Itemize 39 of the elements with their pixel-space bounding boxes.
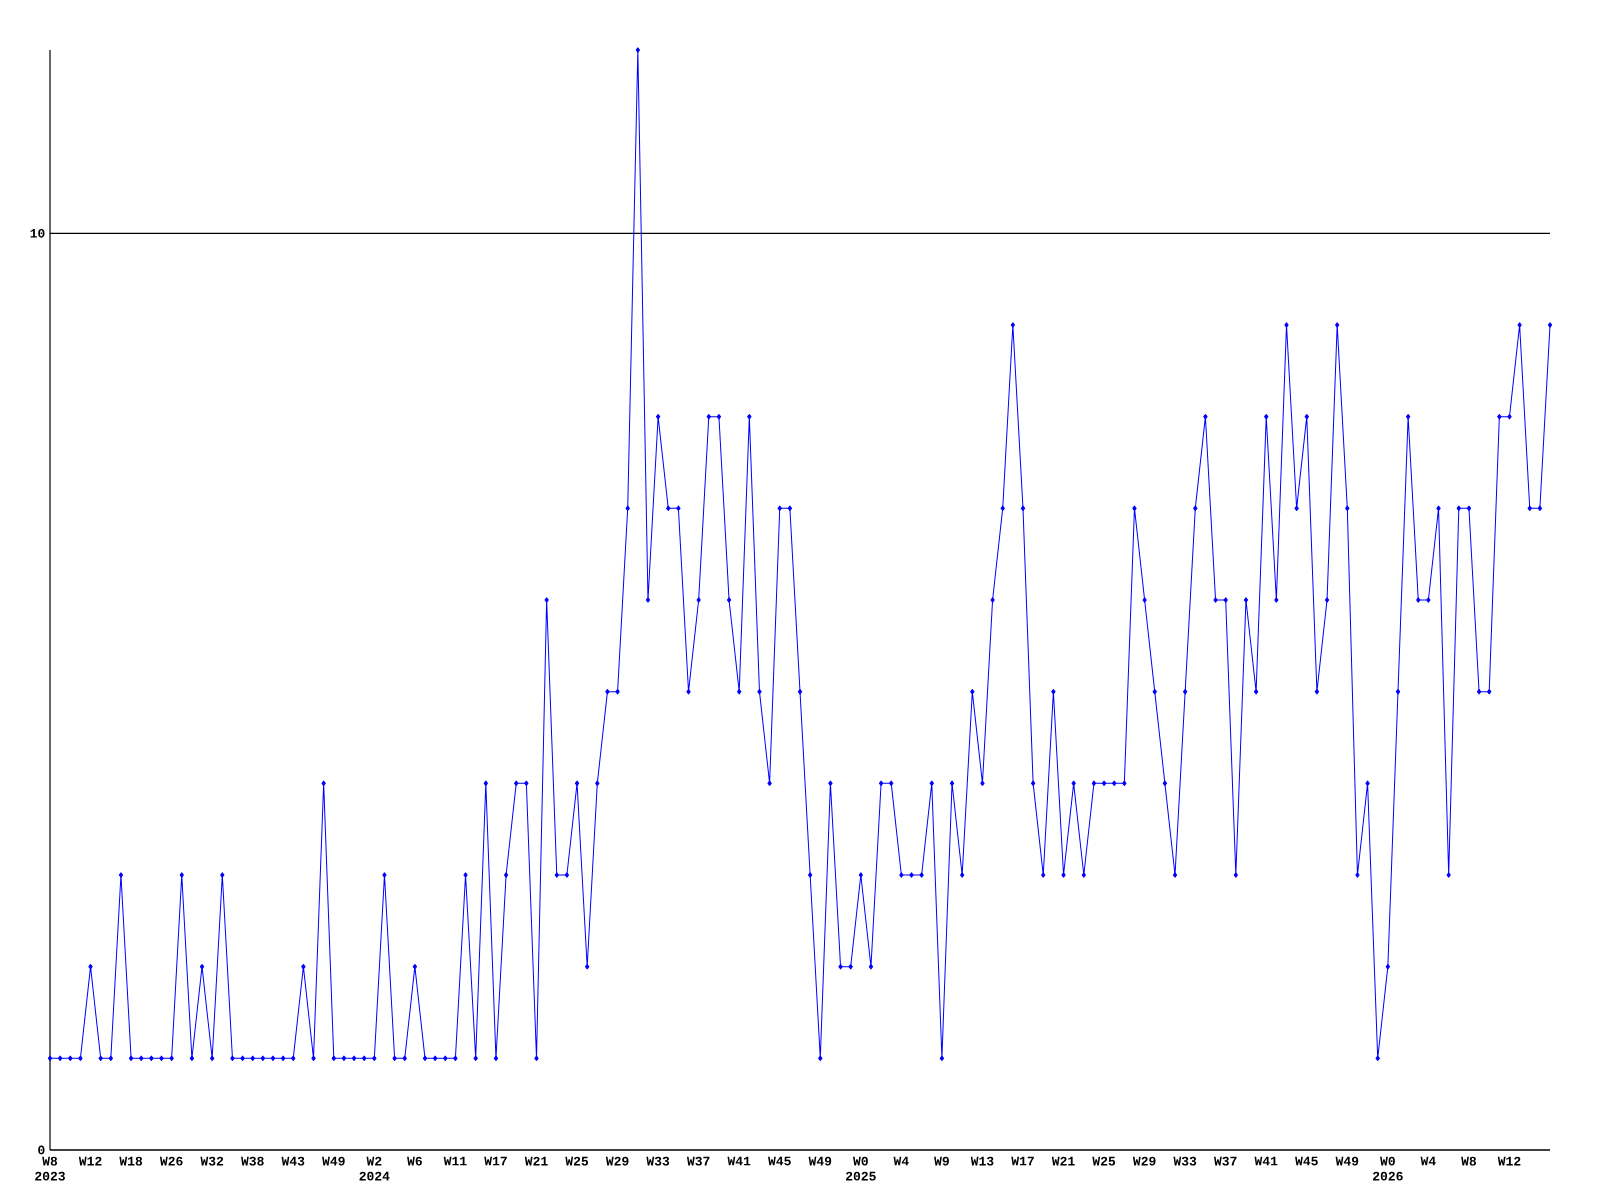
x-tick-label: W4 — [1420, 1156, 1436, 1166]
x-tick-label: W37 — [1213, 1156, 1237, 1166]
x-tick-label: W25 — [1092, 1156, 1116, 1166]
x-tick-label: W0 2026 — [1373, 1156, 1403, 1181]
x-tick-label: W33 — [1173, 1156, 1197, 1166]
x-tick-label: W12 — [78, 1156, 102, 1166]
x-tick-label: W37 — [686, 1156, 710, 1166]
x-tick-label: W38 — [241, 1156, 264, 1166]
x-tick-label: W49 — [1335, 1156, 1359, 1166]
x-tick-label: W45 — [768, 1156, 791, 1166]
y-tick-label: 0 — [38, 1145, 45, 1155]
x-tick-label: W29 — [605, 1156, 629, 1166]
x-tick-label: W18 — [119, 1156, 143, 1166]
x-tick-label: W8 — [1461, 1156, 1477, 1166]
x-tick-label: W8 2023 — [35, 1156, 65, 1181]
x-tick-label: W45 — [1295, 1156, 1318, 1166]
x-tick-label: W2 2024 — [359, 1156, 390, 1181]
x-tick-label: W9 — [934, 1156, 949, 1166]
y-tick-label: 10 — [30, 228, 45, 238]
x-tick-label: W29 — [1132, 1156, 1156, 1166]
x-tick-label: W41 — [727, 1156, 751, 1166]
x-tick-label: W49 — [322, 1156, 345, 1166]
x-tick-label: W33 — [646, 1156, 670, 1166]
x-tick-label: W43 — [281, 1156, 305, 1166]
x-tick-label: W12 — [1497, 1156, 1521, 1166]
x-tick-label: W32 — [200, 1156, 224, 1166]
x-tick-label: W49 — [808, 1156, 832, 1166]
x-tick-label: W41 — [1254, 1156, 1278, 1166]
x-tick-label: W4 — [893, 1156, 909, 1166]
x-tick-label: W26 — [159, 1156, 183, 1166]
x-tick-label: W11 — [443, 1156, 467, 1166]
x-tick-label: W21 — [524, 1156, 548, 1166]
x-tick-label: W0 2025 — [846, 1156, 876, 1181]
x-tick-label: W17 — [1011, 1156, 1034, 1166]
x-tick-label: W21 — [1051, 1156, 1075, 1166]
x-tick-label: W17 — [484, 1156, 507, 1166]
x-tick-label: W6 — [407, 1156, 422, 1166]
x-tick-label: W25 — [565, 1156, 589, 1166]
x-tick-label: W13 — [970, 1156, 994, 1166]
